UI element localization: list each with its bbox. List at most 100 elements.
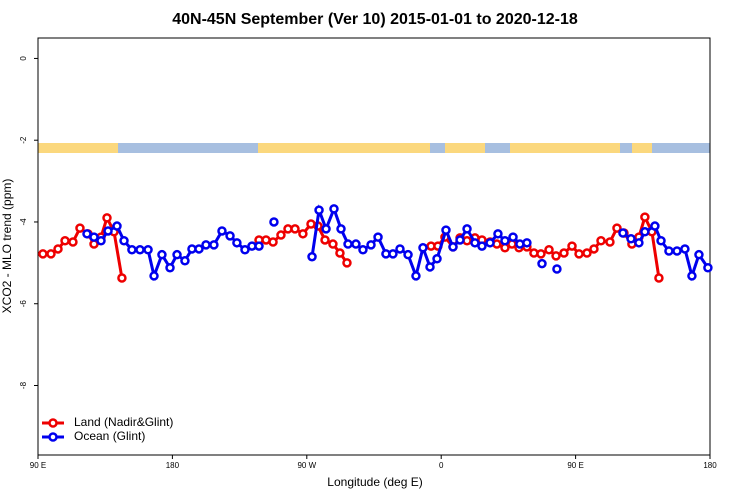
x-tick-label: 90 E xyxy=(30,461,46,470)
data-point xyxy=(612,223,622,233)
land-ocean-strip xyxy=(38,143,710,153)
data-point xyxy=(321,224,331,234)
data-point xyxy=(96,236,106,246)
data-point xyxy=(119,236,129,246)
data-point xyxy=(135,245,145,255)
data-point xyxy=(209,240,219,250)
x-tick-label: 180 xyxy=(166,461,180,470)
data-point xyxy=(703,263,713,273)
data-point xyxy=(559,248,569,258)
data-point xyxy=(46,249,56,259)
legend-marker xyxy=(48,432,58,442)
data-point xyxy=(103,226,113,236)
data-point xyxy=(448,242,458,252)
data-point xyxy=(640,227,650,237)
data-point xyxy=(694,249,704,260)
data-point xyxy=(455,235,465,245)
data-point xyxy=(217,226,227,236)
data-point xyxy=(441,225,451,235)
plot-frame xyxy=(37,37,711,456)
y-axis-label: XCO2 - MLO trend (ppm) xyxy=(0,179,14,314)
data-point xyxy=(418,242,428,253)
data-point xyxy=(672,246,682,256)
data-point xyxy=(582,248,592,258)
data-point xyxy=(157,249,167,260)
y-tick-label: -6 xyxy=(19,300,28,308)
data-point xyxy=(335,248,345,258)
data-point xyxy=(225,231,235,241)
data-point xyxy=(522,238,532,248)
data-point xyxy=(314,205,324,215)
data-point xyxy=(240,245,250,255)
data-point xyxy=(656,236,666,246)
data-point xyxy=(366,240,376,250)
data-point xyxy=(596,236,606,246)
data-point xyxy=(640,212,650,222)
legend-marker xyxy=(48,418,58,428)
y-tick-label: -2 xyxy=(19,136,28,144)
data-point xyxy=(618,228,628,238)
data-point xyxy=(477,241,487,251)
data-point xyxy=(626,233,636,244)
data-point xyxy=(574,249,584,259)
x-tick-label: 90 W xyxy=(297,461,316,470)
data-point xyxy=(664,246,674,256)
data-point xyxy=(388,249,398,259)
data-point xyxy=(149,271,159,281)
legend: Land (Nadir&Glint)Ocean (Glint) xyxy=(42,415,173,443)
data-point xyxy=(68,237,78,247)
data-point xyxy=(290,224,300,234)
data-point xyxy=(432,254,442,264)
data-point xyxy=(53,244,63,254)
x-axis-label: Longitude (deg E) xyxy=(327,475,422,489)
data-point xyxy=(82,229,92,239)
x-tick-label: 0 xyxy=(439,461,444,470)
data-point xyxy=(38,249,48,259)
data-point xyxy=(680,244,690,254)
y-tick-label: -4 xyxy=(19,218,28,226)
x-tick-label: 90 E xyxy=(567,461,583,470)
data-point xyxy=(605,237,615,247)
data-point xyxy=(536,249,546,259)
data-point xyxy=(500,236,510,246)
data-point xyxy=(411,271,421,281)
data-point xyxy=(102,213,112,223)
data-point xyxy=(508,232,518,242)
data-point xyxy=(425,262,435,272)
data-point xyxy=(343,239,353,249)
data-point xyxy=(328,239,338,249)
data-point xyxy=(403,249,413,260)
data-point xyxy=(329,204,339,214)
data-point xyxy=(336,224,346,234)
data-point xyxy=(232,238,242,248)
data-point xyxy=(194,244,204,254)
data-point xyxy=(634,238,644,248)
data-point xyxy=(117,273,127,283)
data-point xyxy=(127,245,137,255)
data-point xyxy=(112,221,122,231)
data-point xyxy=(143,245,153,255)
legend-label: Land (Nadir&Glint) xyxy=(74,415,173,429)
data-point xyxy=(358,245,368,255)
data-point xyxy=(537,258,547,269)
legend-label: Ocean (Glint) xyxy=(74,429,145,443)
data-point xyxy=(650,221,660,231)
data-point xyxy=(254,241,264,251)
data-point xyxy=(75,223,85,233)
data-point xyxy=(180,256,190,266)
data-point xyxy=(567,241,577,251)
data-point xyxy=(493,229,503,239)
data-point xyxy=(298,229,308,239)
data-point xyxy=(60,236,70,246)
data-point xyxy=(654,273,664,283)
data-point xyxy=(395,244,405,254)
data-point xyxy=(373,232,383,242)
data-point xyxy=(89,232,99,242)
data-point xyxy=(307,251,317,262)
data-point xyxy=(462,224,472,234)
data-point xyxy=(201,240,211,250)
chart-title: 40N-45N September (Ver 10) 2015-01-01 to… xyxy=(172,11,578,28)
y-tick-label: 0 xyxy=(19,56,28,61)
